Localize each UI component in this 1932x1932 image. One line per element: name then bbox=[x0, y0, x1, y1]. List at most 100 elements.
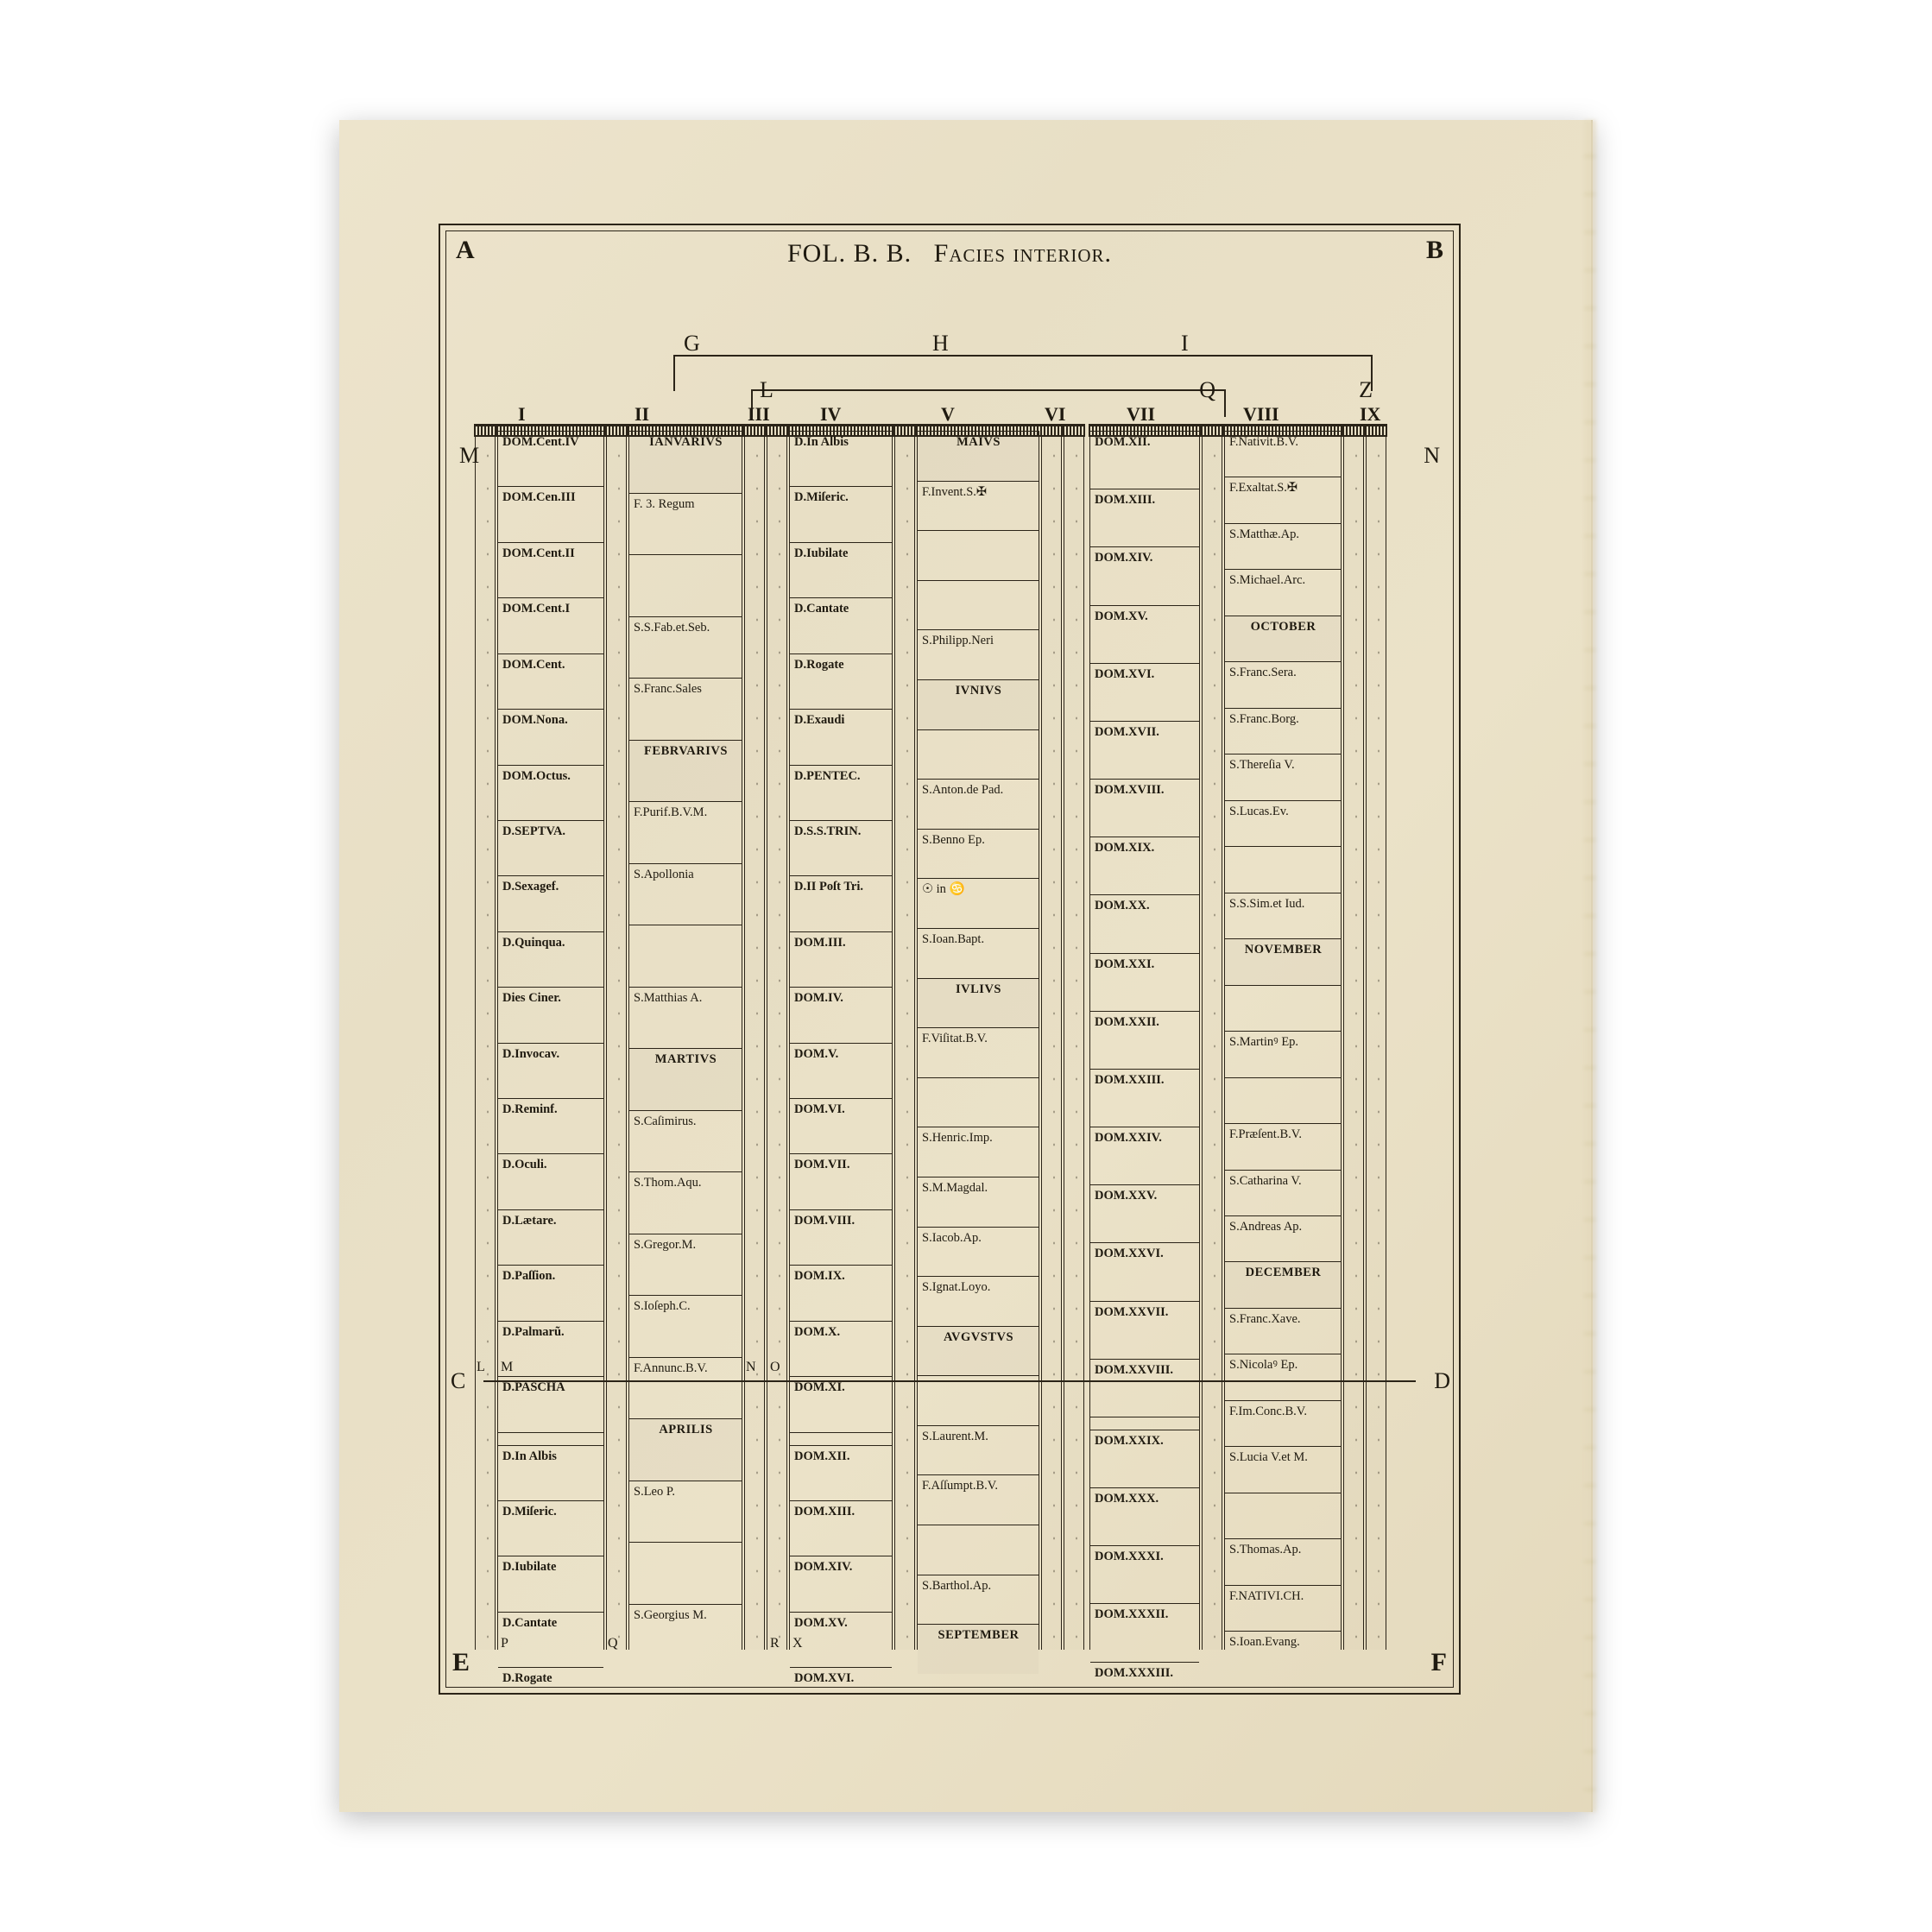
cell: DOM.XXIV. bbox=[1090, 1127, 1199, 1184]
cell: DOM.XXI. bbox=[1090, 953, 1199, 1011]
saint-cell: S.Lucia V.et M. bbox=[1225, 1446, 1341, 1492]
saint-cell: S.Lucas.Ev. bbox=[1225, 800, 1341, 846]
ruler-9a bbox=[1343, 431, 1364, 1650]
roman-4: IV bbox=[820, 403, 841, 426]
saint-cell: S.M.Magdal. bbox=[918, 1177, 1039, 1227]
saint-cell: S.Ioan.Bapt. bbox=[918, 928, 1039, 978]
saint-cell: S.Barthol.Ap. bbox=[918, 1575, 1039, 1625]
cell: DOM.XXV. bbox=[1090, 1184, 1199, 1242]
cell: DOM.III. bbox=[790, 931, 892, 987]
mark-small-l: L bbox=[477, 1360, 485, 1375]
cell: D.PASCHA bbox=[498, 1376, 603, 1431]
mark-small-m: M bbox=[501, 1360, 513, 1375]
cell: D.In Albis bbox=[790, 431, 892, 486]
cell: DOM.XXII. bbox=[1090, 1011, 1199, 1069]
ruler-5a bbox=[894, 431, 915, 1650]
saint-cell: F.Annunc.B.V. bbox=[629, 1357, 742, 1419]
roman-2: II bbox=[635, 403, 649, 426]
saint-cell: F.Exaltat.S.✠ bbox=[1225, 477, 1341, 522]
cell: D.Palmarũ. bbox=[498, 1321, 603, 1376]
cell: DOM.Cent.IV bbox=[498, 431, 603, 486]
roman-3: III bbox=[748, 403, 770, 426]
cell: DOM.IX. bbox=[790, 1265, 892, 1320]
mark-r: R bbox=[770, 1636, 780, 1651]
cell: D.Miſeric. bbox=[790, 486, 892, 541]
cell: DOM.XV. bbox=[1090, 605, 1199, 663]
saint-cell: S.Ioſeph.C. bbox=[629, 1295, 742, 1357]
calendar-board: I II III IV V VI VII VIII IX DOM.Cent.IV… bbox=[475, 431, 1424, 1650]
cell: DOM.XXVIII. bbox=[1090, 1359, 1199, 1417]
saint-cell: ☉ in ♋ bbox=[918, 878, 1039, 928]
cell: DOM.XXX. bbox=[1090, 1487, 1199, 1545]
saint-cell: S.Catharina V. bbox=[1225, 1170, 1341, 1215]
saint-cell bbox=[918, 530, 1039, 580]
cell: DOM.V. bbox=[790, 1043, 892, 1098]
saint-cell: S.Franc.Xave. bbox=[1225, 1308, 1341, 1354]
saint-cell bbox=[918, 1375, 1039, 1425]
title-suffix: Facies interior. bbox=[934, 239, 1112, 268]
cell: DOM.XVIII. bbox=[1090, 779, 1199, 837]
cell: DOM.XX. bbox=[1090, 894, 1199, 952]
cell: D.Exaudi bbox=[790, 709, 892, 764]
saint-cell: F.Im.Conc.B.V. bbox=[1225, 1400, 1341, 1446]
saint-cell: S.Ioan.Evang. bbox=[1225, 1631, 1341, 1676]
saint-cell: S.Michael.Arc. bbox=[1225, 569, 1341, 615]
saint-cell: S.Franc.Sera. bbox=[1225, 661, 1341, 707]
antique-page: A B E F FOL. B. B. Facies interior. G H … bbox=[339, 120, 1593, 1812]
saint-cell bbox=[1225, 1077, 1341, 1123]
saint-cell: S.Iacob.Ap. bbox=[918, 1227, 1039, 1277]
mark-small-n: N bbox=[746, 1360, 756, 1375]
column-7-sundays: DOM.XII.DOM.XIII.DOM.XIV.DOM.XV.DOM.XVI.… bbox=[1089, 431, 1200, 1650]
cell: DOM.XI. bbox=[790, 1376, 892, 1431]
saint-cell: S.Georgius M. bbox=[629, 1604, 742, 1666]
month-cell: OCTOBER bbox=[1225, 616, 1341, 661]
cell: DOM.VII. bbox=[790, 1153, 892, 1209]
mark-n: N bbox=[1424, 443, 1440, 469]
month-cell: AVGVSTVS bbox=[918, 1326, 1039, 1376]
saint-cell: S.Franc.Sales bbox=[629, 678, 742, 740]
cell: DOM.XVI. bbox=[790, 1667, 892, 1722]
cell: DOM.XXXII. bbox=[1090, 1603, 1199, 1661]
cell: D.Quinqua. bbox=[498, 931, 603, 987]
month-cell: MARTIVS bbox=[629, 1048, 742, 1110]
cell: D.Miſeric. bbox=[498, 1500, 603, 1556]
cell: DOM.XXVII. bbox=[1090, 1301, 1199, 1359]
cell: DOM.XIV. bbox=[790, 1556, 892, 1611]
mark-i: I bbox=[1181, 331, 1189, 357]
ruler-6b bbox=[1064, 431, 1084, 1650]
cell: D.Cantate bbox=[498, 1612, 603, 1667]
cell: DOM.XIV. bbox=[1090, 546, 1199, 604]
saint-cell: F.Aſſumpt.B.V. bbox=[918, 1474, 1039, 1525]
ruler-7 bbox=[1202, 431, 1222, 1650]
cell: DOM.XV. bbox=[790, 1612, 892, 1667]
month-cell: IVNIVS bbox=[918, 679, 1039, 729]
roman-6: VI bbox=[1045, 403, 1065, 426]
cell: DOM.XIII. bbox=[1090, 489, 1199, 546]
cell: D.Rogate bbox=[790, 653, 892, 709]
saint-cell: F. 3. Regum bbox=[629, 493, 742, 555]
outer-frame: A B E F FOL. B. B. Facies interior. G H … bbox=[439, 224, 1461, 1695]
cell: D.Iubilate bbox=[498, 1556, 603, 1611]
column-5-saints: MAIVSF.Invent.S.✠ S.Philipp.NeriIVNIVS S… bbox=[917, 431, 1039, 1650]
saint-cell bbox=[1225, 846, 1341, 892]
mark-g: G bbox=[684, 331, 700, 357]
cell: D.In Albis bbox=[498, 1445, 603, 1500]
mark-d: D bbox=[1434, 1368, 1450, 1394]
saint-cell: F.Præſent.B.V. bbox=[1225, 1123, 1341, 1169]
cell: D.Rogate bbox=[498, 1667, 603, 1722]
title-prefix: FOL. B. B. bbox=[787, 239, 912, 268]
saint-cell: S.Thomas.Ap. bbox=[1225, 1538, 1341, 1584]
saint-cell bbox=[1225, 1493, 1341, 1538]
cell: Dies Ciner. bbox=[498, 987, 603, 1042]
ruler-9b bbox=[1366, 431, 1386, 1650]
saint-cell bbox=[918, 729, 1039, 780]
cell: D.PENTEC. bbox=[790, 765, 892, 820]
saint-cell bbox=[1225, 985, 1341, 1031]
corner-f: F bbox=[1431, 1648, 1447, 1677]
saint-cell bbox=[629, 925, 742, 987]
saint-cell bbox=[629, 1542, 742, 1604]
saint-cell: S.Ignat.Loyo. bbox=[918, 1276, 1039, 1326]
saint-cell: S.Benno Ep. bbox=[918, 829, 1039, 879]
saint-cell bbox=[918, 1077, 1039, 1127]
cell: D.S.S.TRIN. bbox=[790, 820, 892, 875]
